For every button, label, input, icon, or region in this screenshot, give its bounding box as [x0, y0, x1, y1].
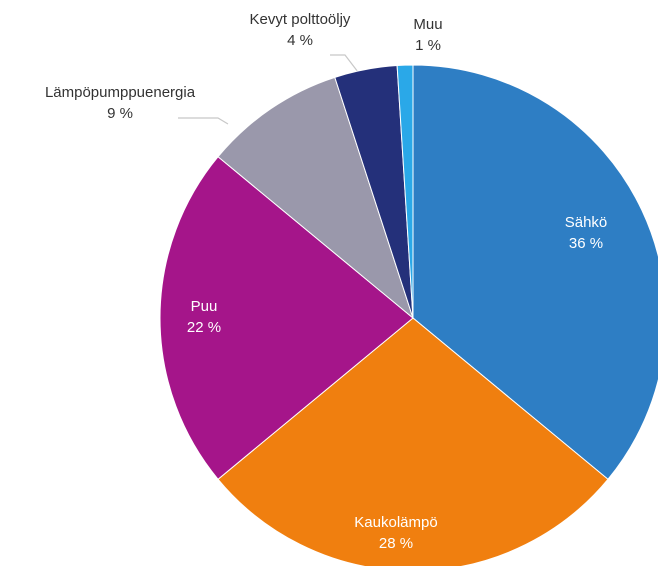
slice-value-label: 9 %: [107, 105, 133, 122]
slice-label: Puu: [191, 298, 218, 315]
pie-slice: [159, 156, 414, 480]
leader-line: [178, 117, 229, 125]
slice-value-label: 36 %: [569, 235, 603, 252]
slice-label: Kaukolämpö: [354, 514, 437, 531]
slice-label: Sähkö: [565, 214, 608, 231]
slice-value-label: 28 %: [379, 535, 413, 552]
slice-value-label: 22 %: [187, 319, 221, 336]
slice-label: Muu: [413, 16, 442, 33]
pie-slice: [412, 64, 658, 480]
pie-slice: [396, 64, 414, 319]
leader-line: [330, 54, 359, 73]
slice-label: Lämpöpumppuenergia: [45, 84, 196, 101]
pie-slice: [217, 76, 415, 320]
slice-label: Kevyt polttoöljy: [250, 11, 351, 28]
slice-value-label: 1 %: [415, 37, 441, 54]
pie-slice: [217, 317, 609, 566]
slice-value-label: 4 %: [287, 32, 313, 49]
